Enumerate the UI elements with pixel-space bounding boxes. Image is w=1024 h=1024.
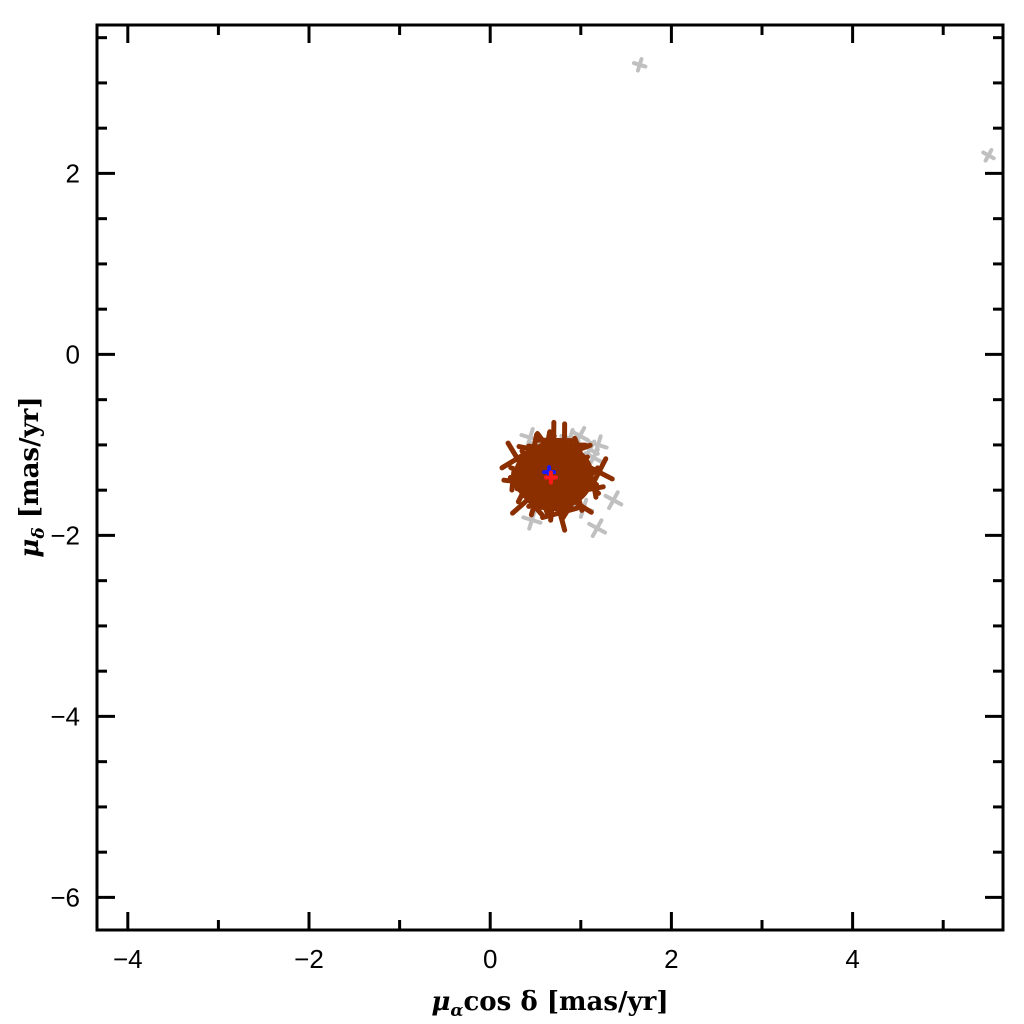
data-point [587,518,608,539]
x-tick-label: 0 [483,944,497,974]
marks-layer [499,57,996,539]
y-axis-label: μδ [mas/yr] [15,396,49,557]
y-tick-label: −6 [50,882,80,912]
x-tick-label: −4 [113,944,143,974]
plot-frame [95,23,1005,932]
data-point [981,148,996,163]
x-tick-labels: −4 −2 0 2 4 [113,944,860,974]
ticks-layer [97,25,1003,930]
y-tick-label: 0 [66,339,80,369]
y-tick-label: −4 [50,701,80,731]
y-tick-labels: −6 −4 −2 0 2 [50,158,80,912]
series-3 [543,470,558,485]
data-point [631,57,648,73]
x-axis-label: μαcos δ [mas/yr] [431,987,668,1021]
y-tick-label: 2 [66,158,80,188]
data-point [543,470,558,485]
x-tick-label: 4 [845,944,859,974]
x-tick-label: −2 [294,944,324,974]
y-tick-label: −2 [50,520,80,550]
x-tick-label: 2 [664,944,678,974]
data-point [603,490,624,511]
series-0 [519,57,996,539]
